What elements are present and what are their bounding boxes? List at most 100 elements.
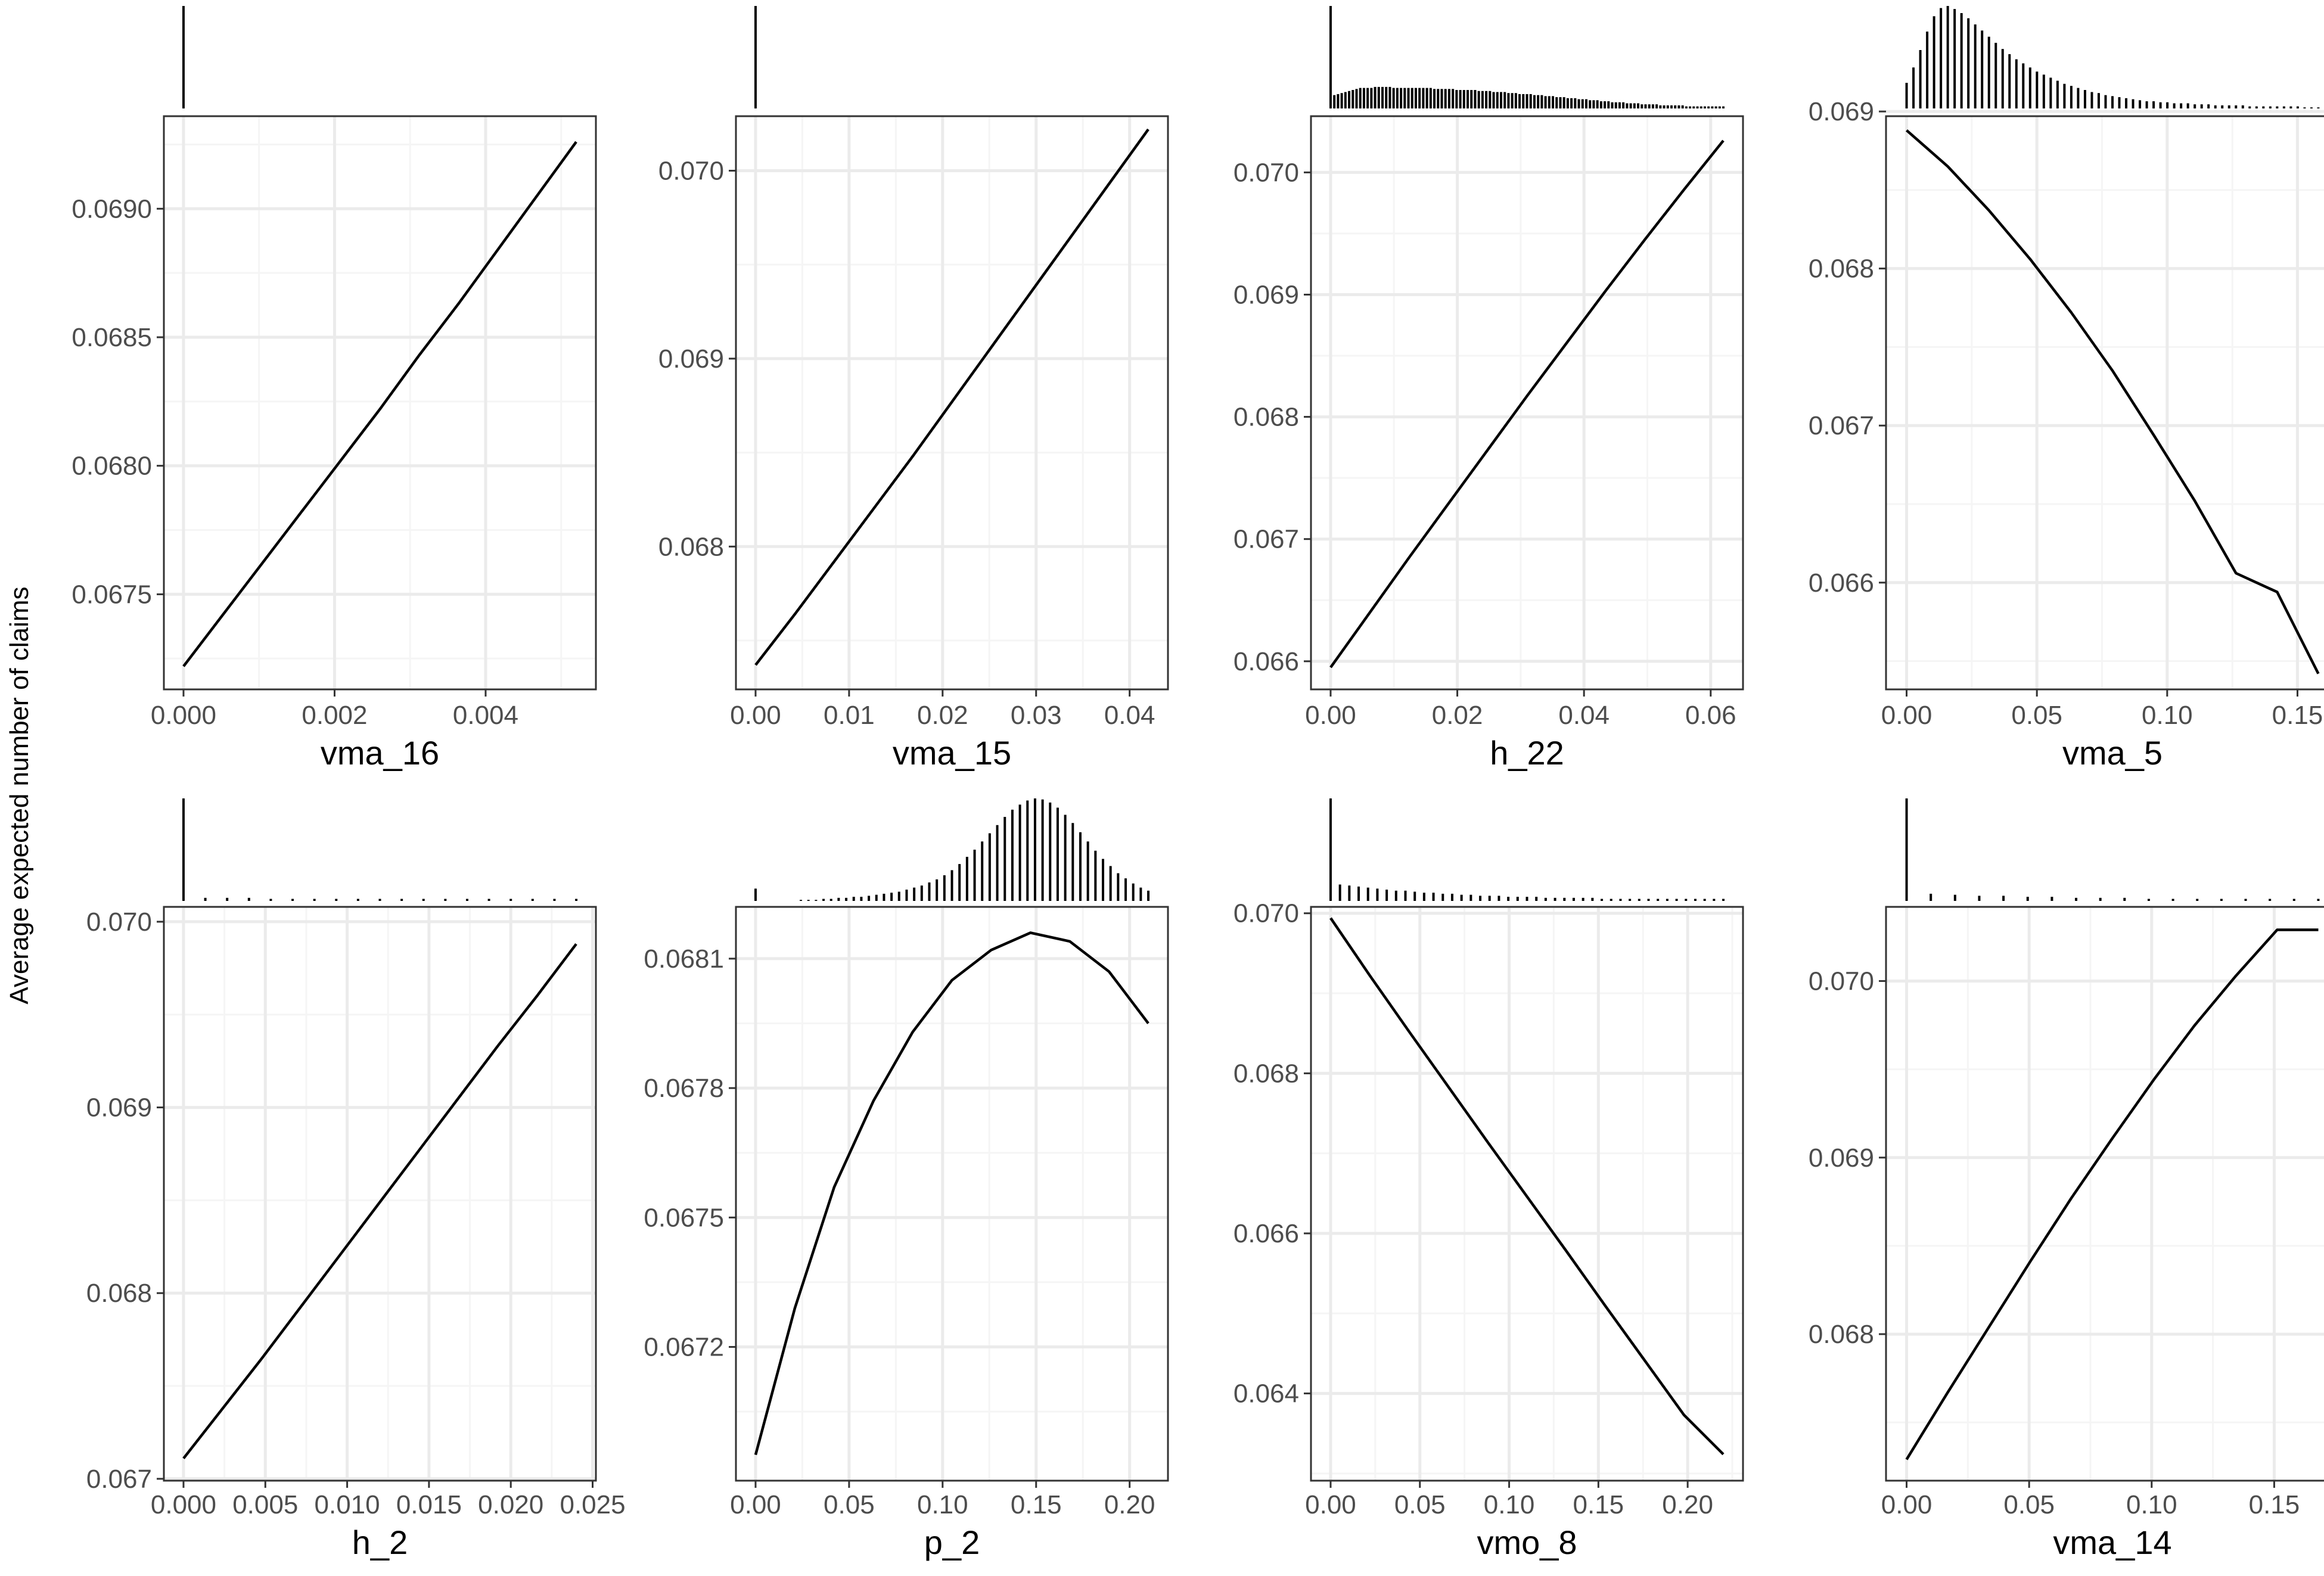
y-tick-label: 0.070 [1809, 966, 1874, 996]
y-tick-label: 0.070 [1234, 158, 1299, 187]
x-tick-label: 0.025 [560, 1490, 625, 1519]
x-tick-label: 0.20 [1104, 1490, 1155, 1519]
panel-p_2: 0.00 0.05 0.10 0.15 0.20 0.0672 0.0675 0.0678 0.… [644, 798, 1169, 1561]
y-tick-label: 0.070 [86, 907, 152, 937]
y-tick-label: 0.066 [1234, 1219, 1299, 1248]
y-tick-label: 0.064 [1234, 1379, 1299, 1409]
x-tick-label: 0.05 [1394, 1490, 1446, 1519]
panel-border [163, 115, 597, 691]
x-tick-label: 0.00 [1881, 1490, 1932, 1519]
y-tick-label: 0.068 [658, 532, 724, 561]
x-tick-label: 0.10 [2142, 701, 2193, 730]
x-tick-label: 0.15 [1011, 1490, 1062, 1519]
x-axis-label: h_22 [1490, 734, 1564, 772]
x-tick-label: 0.00 [730, 701, 781, 730]
x-axis-label: p_2 [924, 1524, 980, 1561]
data-line [754, 128, 1149, 666]
y-tick-label: 0.070 [658, 156, 724, 185]
x-tick-label: 0.002 [302, 701, 367, 730]
y-tick-label: 0.066 [1234, 647, 1299, 676]
x-tick-label: 0.00 [1305, 701, 1356, 730]
panel-vma_5: 0.00 0.05 0.10 0.15 0.066 0.067 0.068 0.069 vma_… [1809, 6, 2324, 772]
panel-vma_14: 0.00 0.05 0.10 0.15 0.068 0.069 0.070 vma_14 [1809, 798, 2324, 1561]
y-tick-label: 0.069 [1809, 1143, 1874, 1173]
y-tick-label: 0.068 [1809, 254, 1874, 284]
y-tick-label: 0.0681 [644, 944, 724, 974]
x-axis-label: h_2 [352, 1524, 408, 1561]
y-tick-label: 0.0678 [644, 1074, 724, 1103]
y-tick-label: 0.069 [658, 344, 724, 374]
y-tick-label: 0.068 [86, 1279, 152, 1308]
data-line [1329, 917, 1725, 1456]
x-tick-label: 0.04 [1104, 701, 1155, 730]
y-tick-label: 0.066 [1809, 568, 1874, 598]
y-tick-label: 0.068 [1234, 403, 1299, 432]
y-tick-label: 0.069 [86, 1093, 152, 1123]
y-tick-label: 0.070 [1234, 899, 1299, 928]
x-tick-label: 0.01 [824, 701, 875, 730]
x-tick-label: 0.015 [396, 1490, 462, 1519]
y-axis-label: Average expected number of claims [5, 586, 34, 1004]
x-axis-label: vmo_8 [1477, 1524, 1577, 1561]
y-tick-label: 0.067 [1809, 411, 1874, 440]
x-tick-label: 0.000 [151, 1490, 216, 1519]
data-line [182, 943, 577, 1459]
data-line [182, 141, 577, 667]
panel-vmo_8: 0.00 0.05 0.10 0.15 0.20 0.064 0.066 0.068 0.070… [1234, 798, 1744, 1561]
x-tick-label: 0.02 [917, 701, 968, 730]
panels: 0.000 0.002 0.004 0.0675 0.0680 0.0685 0.0690 v… [72, 6, 2324, 1561]
y-tick-label: 0.069 [1234, 280, 1299, 309]
y-tick-label: 0.0672 [644, 1333, 724, 1362]
panel-h_22: 0.00 0.02 0.04 0.06 0.066 0.067 0.068 0.069 0.07… [1234, 6, 1744, 772]
panel-border [735, 115, 1169, 691]
x-tick-label: 0.06 [1685, 701, 1736, 730]
x-tick-label: 0.04 [1558, 701, 1610, 730]
data-line [1905, 928, 2319, 1460]
y-tick-label: 0.0680 [72, 452, 152, 481]
x-tick-label: 0.02 [1432, 701, 1483, 730]
y-tick-label: 0.067 [1234, 525, 1299, 554]
x-axis-label: vma_15 [893, 734, 1011, 772]
data-line [754, 931, 1149, 1456]
x-tick-label: 0.20 [1662, 1490, 1713, 1519]
y-tick-label: 0.0675 [72, 580, 152, 609]
x-tick-label: 0.10 [2126, 1490, 2177, 1519]
x-tick-label: 0.05 [2003, 1490, 2055, 1519]
panel-h_2: 0.000 0.005 0.010 0.015 0.020 0.025 0.067 0.068… [86, 798, 626, 1561]
x-tick-label: 0.05 [2011, 701, 2062, 730]
panel-border [1885, 906, 2324, 1482]
panel-border [735, 906, 1169, 1482]
panel-border [1310, 906, 1744, 1482]
x-axis-label: vma_5 [2062, 734, 2163, 772]
x-axis-label: vma_16 [321, 734, 439, 772]
panel-border [1310, 115, 1744, 691]
y-tick-label: 0.068 [1809, 1320, 1874, 1349]
x-axis-label: vma_14 [2053, 1524, 2171, 1561]
x-tick-label: 0.005 [232, 1490, 298, 1519]
x-tick-label: 0.03 [1011, 701, 1062, 730]
y-tick-label: 0.0675 [644, 1203, 724, 1232]
y-tick-label: 0.0690 [72, 194, 152, 223]
x-tick-label: 0.00 [1305, 1490, 1356, 1519]
x-tick-label: 0.00 [730, 1490, 781, 1519]
data-line [1906, 129, 2320, 674]
x-tick-label: 0.020 [478, 1490, 543, 1519]
panel-vma_16: 0.000 0.002 0.004 0.0675 0.0680 0.0685 0.0690 v… [72, 6, 597, 772]
x-tick-label: 0.15 [1573, 1490, 1624, 1519]
y-tick-label: 0.069 [1809, 97, 1874, 126]
x-tick-label: 0.00 [1881, 701, 1932, 730]
panel-vma_15: 0.00 0.01 0.02 0.03 0.04 0.068 0.069 0.070 vma_1… [658, 6, 1169, 772]
x-tick-label: 0.10 [917, 1490, 968, 1519]
x-tick-label: 0.000 [151, 701, 216, 730]
x-tick-label: 0.004 [453, 701, 518, 730]
x-tick-label: 0.15 [2272, 701, 2323, 730]
x-tick-label: 0.05 [824, 1490, 875, 1519]
y-tick-label: 0.067 [86, 1465, 152, 1494]
x-tick-label: 0.010 [315, 1490, 380, 1519]
panel-border [1885, 115, 2324, 691]
x-tick-label: 0.10 [1484, 1490, 1535, 1519]
y-tick-label: 0.068 [1234, 1059, 1299, 1088]
panel-border [163, 906, 597, 1482]
x-tick-label: 0.15 [2249, 1490, 2300, 1519]
